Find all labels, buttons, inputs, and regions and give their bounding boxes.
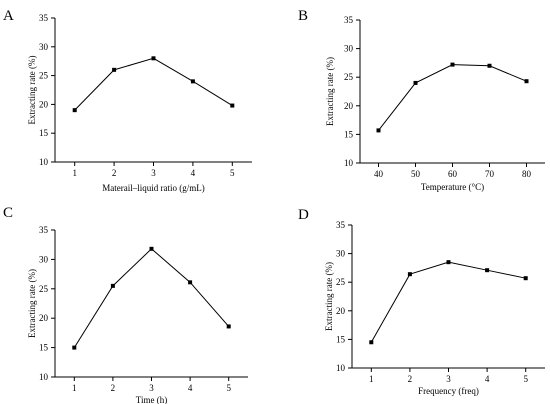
x-tick-label: 3: [149, 383, 154, 393]
x-tick-label: 2: [111, 383, 116, 393]
y-axis-label: Extracting rate (%): [324, 262, 334, 331]
data-point: [407, 272, 412, 277]
y-tick-label: 15: [344, 129, 354, 139]
data-point: [72, 108, 77, 113]
y-tick-label: 20: [39, 313, 49, 323]
x-tick-label: 4: [188, 383, 193, 393]
data-point: [485, 268, 490, 273]
x-tick-label: 1: [369, 374, 374, 384]
series-line: [74, 57, 233, 111]
x-axis-label: Temperature (°C): [421, 182, 484, 192]
x-tick-label: 2: [112, 168, 117, 178]
y-tick-label: 15: [336, 334, 346, 344]
y-tick-label: 10: [344, 158, 354, 168]
x-tick-label: 4: [485, 374, 490, 384]
series-line: [370, 261, 526, 343]
y-tick-label: 30: [336, 249, 346, 259]
y-tick-label: 35: [344, 15, 354, 25]
x-tick-label: 5: [226, 383, 231, 393]
data-point: [72, 345, 77, 350]
y-tick-label: 10: [336, 363, 346, 373]
y-tick-label: 15: [39, 343, 49, 353]
data-point: [112, 67, 117, 72]
x-axis-label: Time (h): [136, 395, 167, 404]
data-point: [446, 260, 451, 265]
data-point: [230, 103, 235, 108]
x-tick-label: 2: [408, 374, 413, 384]
data-point: [190, 79, 195, 84]
data-point: [376, 128, 381, 133]
y-axis-label: Extracting rate (%): [325, 57, 335, 126]
y-tick-label: 10: [39, 372, 49, 382]
x-tick-label: 3: [446, 374, 451, 384]
chart-panel-d: D 10 15 20 25 30 35 1 2 3 4 5 Frequency (freq) Extrac…: [298, 207, 545, 396]
data-point: [188, 280, 193, 285]
panel-letter: C: [3, 205, 13, 221]
data-point: [413, 80, 418, 85]
y-tick-label: 35: [39, 13, 49, 23]
y-tick-label: 30: [344, 44, 354, 54]
y-tick-label: 35: [336, 220, 346, 230]
series-line: [378, 64, 527, 131]
chart-panel-c: C 10 15 20 25 30 35 1 2 3 4 5 Time (h) Extracting rat…: [3, 205, 248, 404]
data-point: [369, 340, 374, 345]
y-tick-label: 30: [39, 42, 49, 52]
y-axis-label: Extracting rate (%): [27, 56, 37, 125]
data-point: [149, 246, 154, 251]
axis-lines: [54, 18, 252, 163]
x-tick-label: 1: [72, 383, 77, 393]
x-tick-label: 70: [485, 169, 495, 179]
data-point: [151, 56, 156, 61]
x-axis-label: Materail–liquid ratio (g/mL): [102, 183, 204, 193]
chart-panel-b: B 10 15 20 25 30 35 40 50 60 70 80 Temperature (°C) E…: [298, 8, 545, 192]
series-line: [73, 248, 230, 348]
y-tick-label: 20: [39, 99, 49, 109]
y-tick-label: 20: [344, 101, 354, 111]
panel-letter: B: [298, 8, 308, 24]
chart-panel-a: A 10 15 20 25 30 35 1 2 3 4 5 Materail–liquid ratio …: [3, 8, 252, 193]
y-tick-label: 20: [336, 306, 346, 316]
x-tick-label: 4: [191, 168, 196, 178]
x-tick-label: 3: [151, 168, 156, 178]
y-tick-label: 35: [39, 225, 49, 235]
data-point: [487, 63, 492, 68]
y-tick-label: 25: [39, 71, 49, 81]
data-point: [524, 79, 529, 84]
panel-letter: D: [298, 207, 309, 223]
data-point: [450, 62, 455, 67]
y-axis-label: Extracting rate (%): [27, 269, 37, 338]
data-point: [523, 276, 528, 281]
panel-letter: A: [3, 8, 14, 24]
x-axis-label: Frequency (freq): [418, 386, 479, 396]
x-tick-label: 5: [230, 168, 235, 178]
x-tick-label: 1: [72, 168, 77, 178]
y-tick-label: 25: [39, 284, 49, 294]
axis-lines: [359, 20, 545, 164]
y-tick-label: 10: [39, 157, 49, 167]
x-tick-label: 60: [448, 169, 458, 179]
y-tick-label: 25: [344, 72, 354, 82]
x-tick-label: 80: [522, 169, 532, 179]
x-tick-label: 40: [374, 169, 384, 179]
x-tick-label: 50: [411, 169, 421, 179]
y-tick-label: 15: [39, 128, 49, 138]
axis-lines: [351, 225, 545, 369]
data-point: [110, 283, 115, 288]
y-tick-label: 30: [39, 254, 49, 264]
y-tick-label: 25: [336, 277, 346, 287]
axis-lines: [54, 230, 248, 378]
x-tick-label: 5: [523, 374, 528, 384]
data-point: [226, 324, 231, 329]
